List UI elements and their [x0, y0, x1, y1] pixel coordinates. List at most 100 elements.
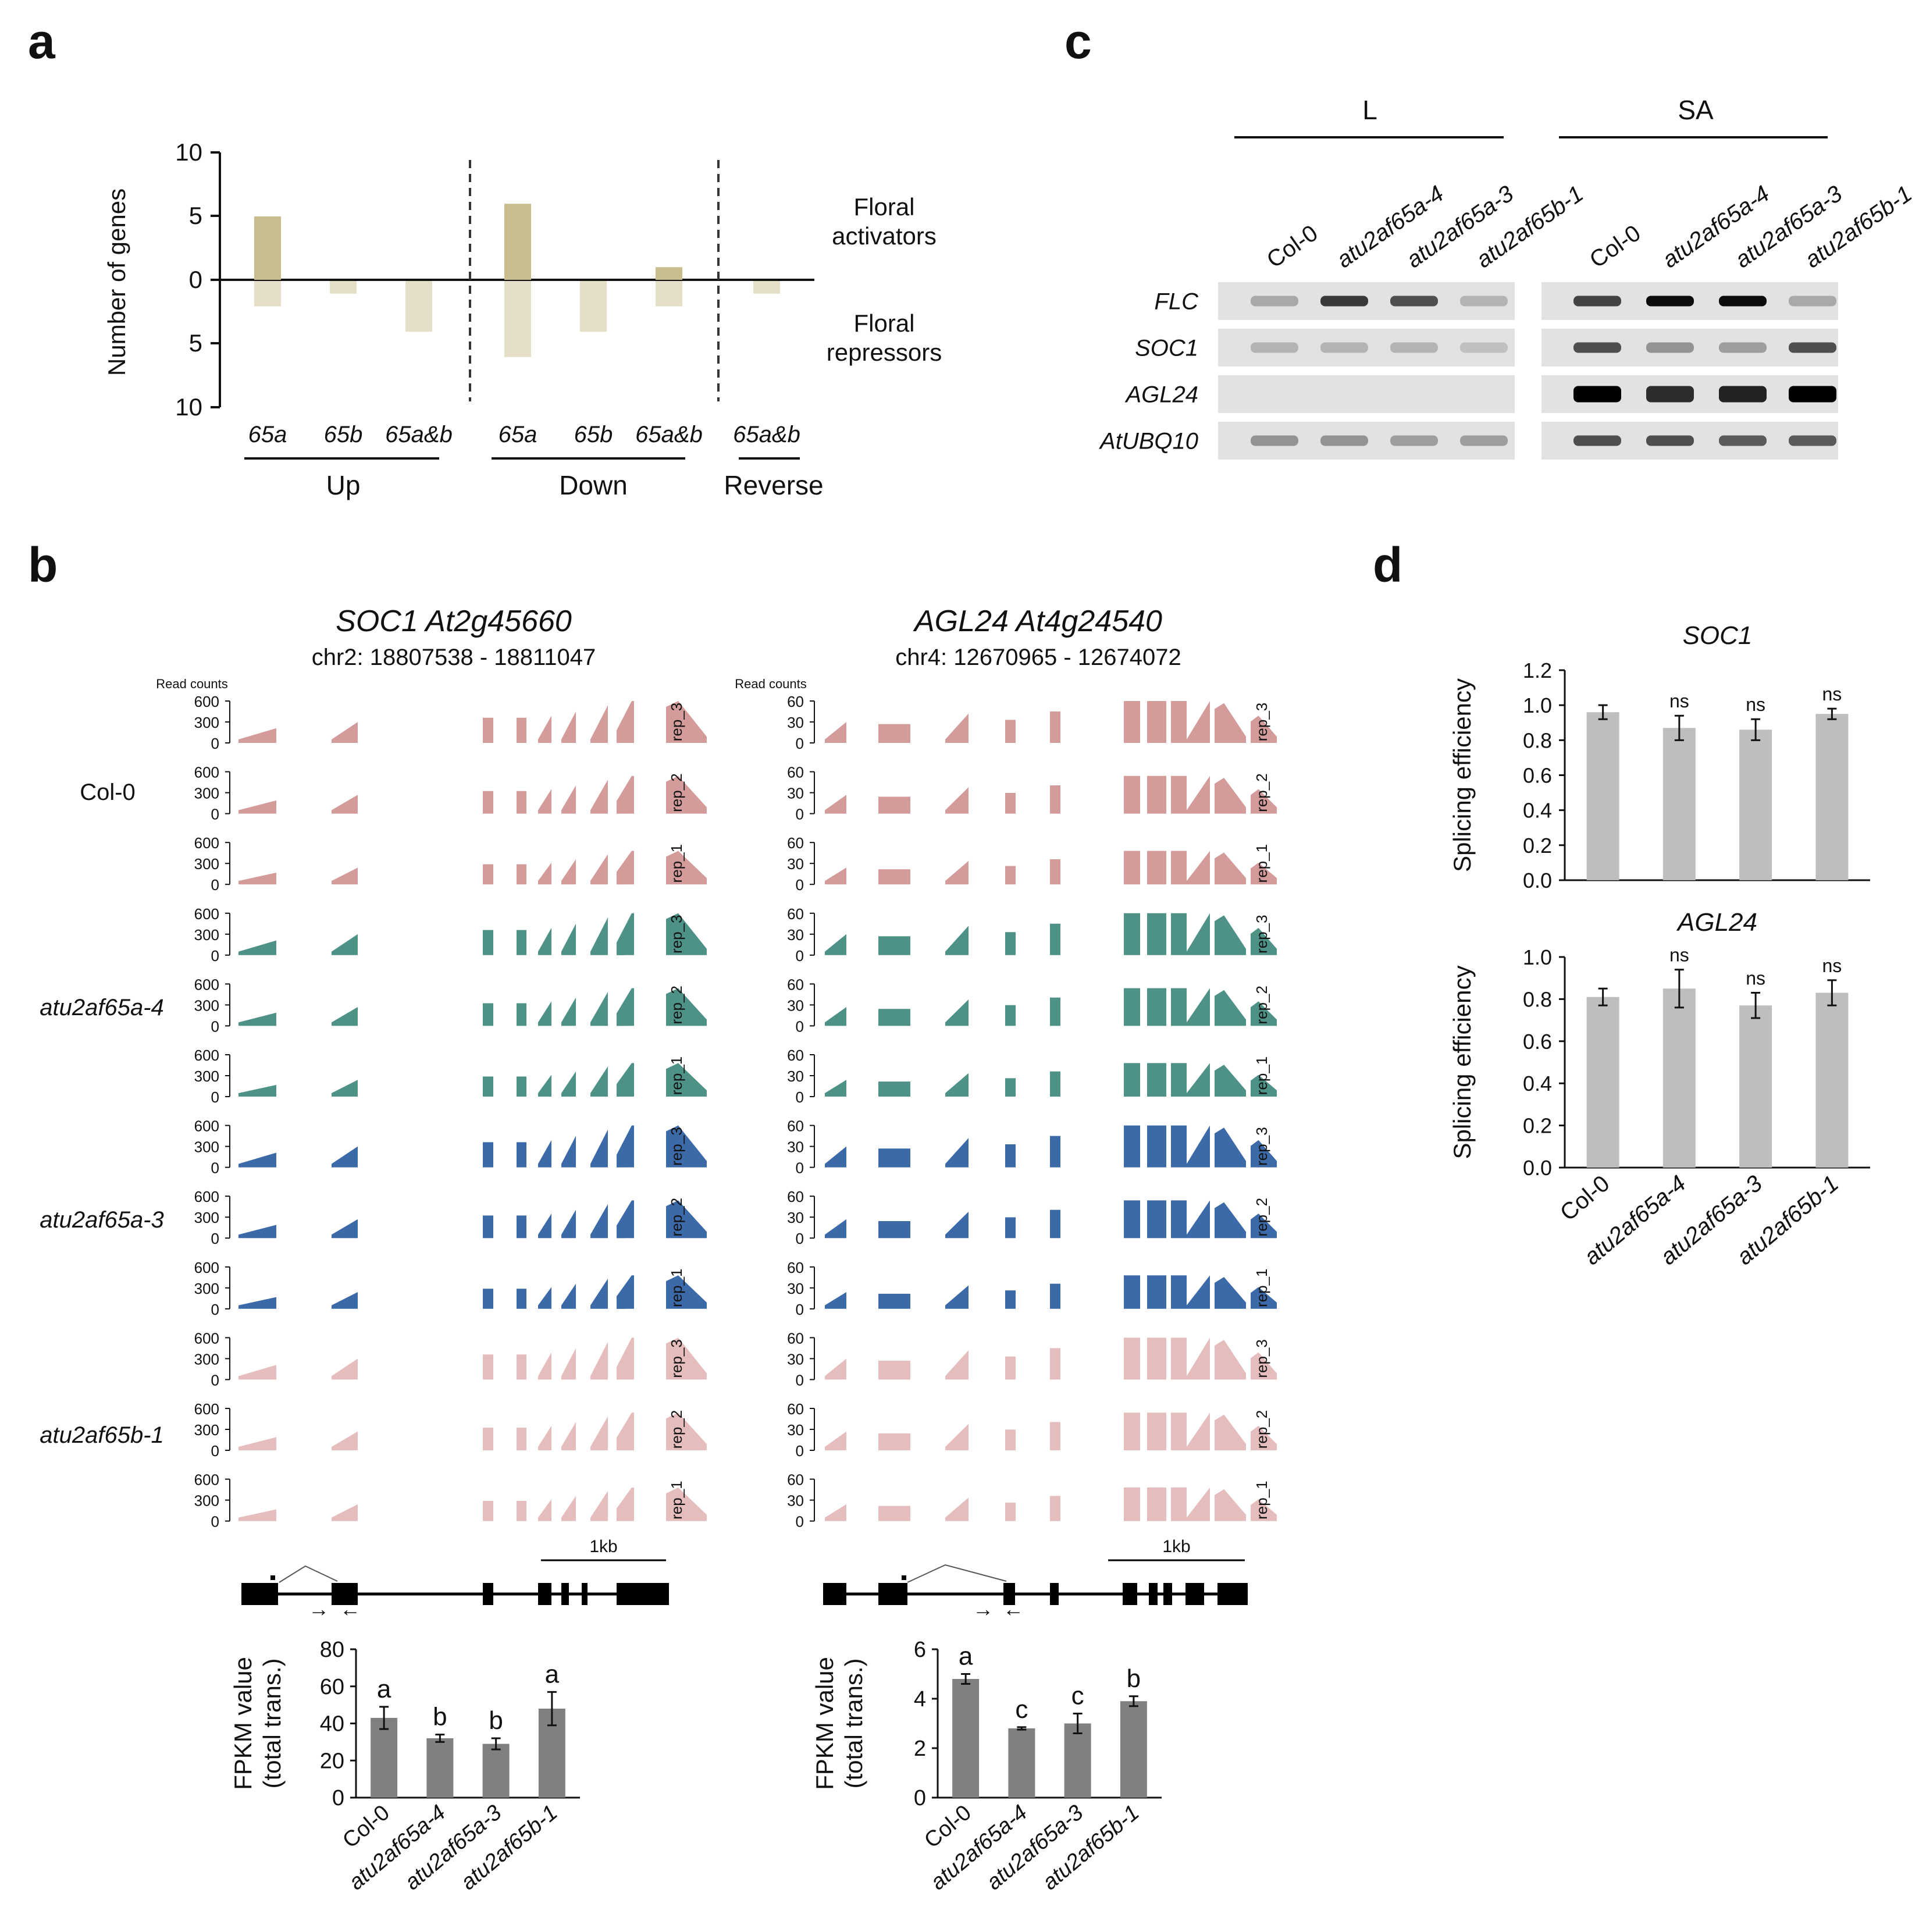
coverage-exon — [825, 1431, 846, 1450]
coverage-exon — [538, 1425, 551, 1450]
coverage-exon — [1251, 1140, 1277, 1168]
coverage-exon — [666, 1412, 707, 1450]
replicate-label: rep_2 — [668, 1410, 685, 1449]
coverage-exon — [1124, 1200, 1140, 1239]
track-ytick-label: 0 — [211, 1088, 219, 1106]
coverage-exon — [538, 1352, 551, 1380]
coverage-exon — [666, 913, 707, 955]
coverage-exon — [1147, 851, 1166, 885]
coverage-exon — [878, 1081, 910, 1097]
fpkm-ytick-label: 0 — [332, 1786, 344, 1810]
coverage-exon — [825, 1219, 846, 1239]
splicing-bar — [1815, 992, 1849, 1168]
coverage-exon — [878, 1148, 910, 1168]
floral-activators-label-2: activators — [832, 222, 937, 250]
coverage-exon — [945, 999, 969, 1026]
gene-title-soc1: SOC1 At2g45660 — [336, 604, 572, 638]
coverage-exon — [825, 1292, 846, 1309]
coverage-exon — [561, 1348, 576, 1380]
coverage-exon — [1215, 1277, 1246, 1309]
splicing-chart-title: SOC1 — [1683, 621, 1753, 650]
coverage-exon — [332, 1358, 358, 1380]
coverage-exon — [517, 1142, 526, 1168]
fpkm-ylabel: FPKM value — [229, 1657, 257, 1790]
coverage-exon — [825, 795, 846, 814]
panel-a-bars — [254, 204, 780, 357]
fpkm-bar — [371, 1717, 398, 1798]
gel-gene-label: AtUBQ10 — [1099, 429, 1198, 454]
coverage-exon — [617, 851, 634, 885]
panel-a-category-label: 65a&b — [385, 422, 453, 447]
coverage-exon — [517, 1501, 526, 1521]
activator-bar — [254, 216, 281, 280]
track-ytick-label: 30 — [787, 1421, 804, 1439]
splicing-ytick-label: 0.0 — [1523, 1156, 1552, 1180]
coverage-exon — [561, 785, 576, 814]
coverage-exon — [945, 1073, 969, 1097]
splicing-ytick-label: 0.6 — [1523, 1030, 1552, 1054]
coverage-exon — [1251, 1425, 1277, 1450]
coverage-exon — [945, 1424, 969, 1450]
gene-model-exon — [1163, 1583, 1172, 1605]
coverage-exon — [332, 1007, 358, 1026]
coverage-exon — [1251, 789, 1277, 814]
gel-band — [1460, 342, 1508, 353]
coverage-exon — [1147, 913, 1166, 955]
coverage-exon — [1171, 701, 1187, 743]
coverage-exon — [617, 1275, 634, 1309]
coverage-exon — [238, 873, 276, 885]
coverage-exon — [561, 1283, 576, 1309]
track-ytick-label: 60 — [787, 1118, 804, 1135]
coverage-exon — [332, 1292, 358, 1309]
repressor-bar — [580, 281, 607, 332]
splicing-ytick-label: 0.4 — [1523, 799, 1552, 823]
gel-band — [1789, 386, 1836, 403]
track-ytick-label: 300 — [194, 1209, 219, 1226]
marker-square — [270, 1575, 275, 1580]
coverage-exon — [945, 1138, 969, 1168]
track-ytick-label: 60 — [787, 905, 804, 923]
floral-repressors-label-2: repressors — [827, 339, 942, 366]
coverage-exon — [1187, 1063, 1210, 1097]
coverage-exon — [1124, 1275, 1140, 1309]
gene-model-exon — [332, 1583, 358, 1605]
track-ytick-label: 0 — [796, 1230, 804, 1247]
panel-a-ytick-label: 5 — [189, 202, 202, 229]
significance-label: ns — [1746, 968, 1765, 989]
coverage-exon — [1147, 1337, 1166, 1380]
fpkm-ylabel: FPKM value — [811, 1657, 838, 1790]
replicate-label: rep_1 — [1253, 844, 1270, 883]
coverage-exon — [590, 917, 608, 955]
coverage-exon — [1005, 1078, 1016, 1097]
track-ytick-label: 300 — [194, 1068, 219, 1085]
track-ytick-label: 60 — [787, 1400, 804, 1418]
track-ytick-label: 0 — [796, 1017, 804, 1035]
replicate-label: rep_3 — [668, 703, 685, 742]
gel-band — [1390, 342, 1438, 353]
track-ytick-label: 60 — [787, 693, 804, 710]
track-ytick-label: 600 — [194, 1471, 219, 1489]
coverage-exon — [590, 1129, 608, 1168]
coverage-exon — [1124, 988, 1140, 1026]
replicate-label: rep_2 — [1253, 773, 1270, 812]
track-ytick-label: 600 — [194, 1400, 219, 1418]
coverage-exon — [483, 1076, 493, 1097]
coverage-exon — [945, 787, 969, 814]
coverage-exon — [332, 934, 358, 955]
coverage-exon — [1124, 1337, 1140, 1380]
coverage-exon — [945, 1211, 969, 1239]
primer-arrow-icon: → — [308, 1597, 329, 1621]
coverage-exon — [1187, 913, 1210, 955]
gene-model-exon — [241, 1583, 278, 1605]
genotype-label: atu2af65b-1 — [40, 1422, 164, 1448]
replicate-label: rep_2 — [1253, 1198, 1270, 1237]
track-ytick-label: 300 — [194, 926, 219, 944]
coverage-exon — [945, 926, 969, 955]
coverage-exon — [666, 1063, 707, 1097]
track-ytick-label: 0 — [796, 1159, 804, 1177]
track-ytick-label: 600 — [194, 834, 219, 852]
coverage-exon — [617, 775, 634, 814]
panel-label-d: d — [1373, 538, 1402, 592]
coverage-exon — [1171, 1412, 1187, 1450]
